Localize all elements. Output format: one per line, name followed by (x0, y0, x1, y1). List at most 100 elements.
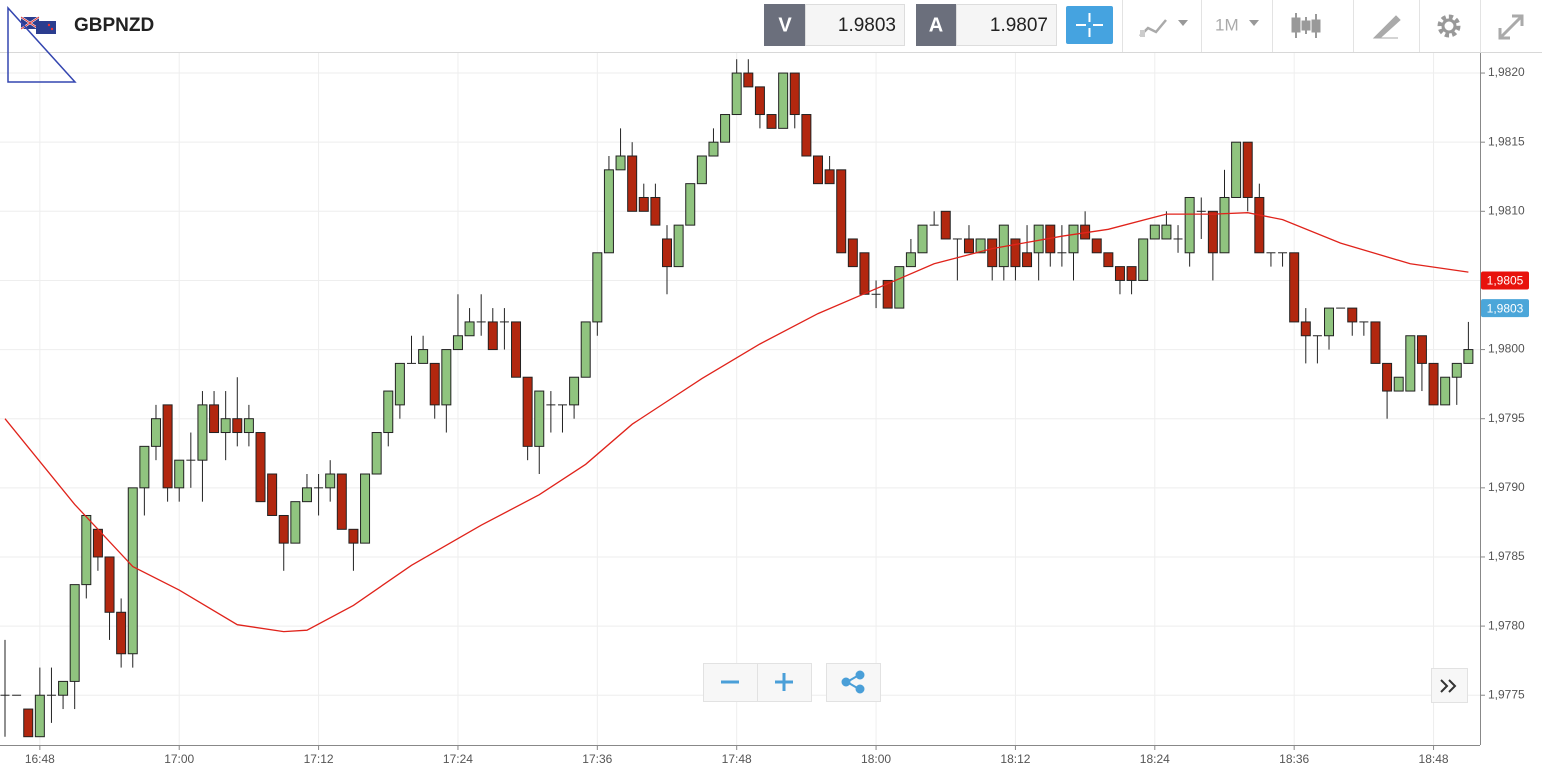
drawing-triangle[interactable] (7, 6, 77, 83)
candle-body (232, 418, 243, 434)
candle-body (1149, 224, 1160, 240)
bid-price: 1.9803 (838, 15, 896, 36)
candle-body (197, 404, 208, 461)
candle-body (522, 376, 533, 447)
candle-body (685, 183, 696, 226)
candle-body (1440, 376, 1451, 406)
expand-icon[interactable] (1498, 14, 1524, 40)
candle-body (371, 432, 382, 475)
candle-body (650, 196, 661, 226)
candle-body (987, 238, 998, 268)
candle-body (940, 210, 951, 240)
ask-badge[interactable] (916, 4, 956, 46)
candle-body (23, 708, 34, 738)
candle-body (150, 418, 161, 447)
candle-body (1138, 238, 1149, 281)
x-tick-label: 17:48 (722, 752, 752, 766)
candle-body (1289, 252, 1300, 323)
candle-body (34, 694, 45, 738)
candle-body (511, 321, 522, 378)
x-tick-label: 18:48 (1419, 752, 1449, 766)
candle-body (975, 238, 986, 254)
price-label: 1,9803 (1487, 301, 1524, 315)
candle-body (1114, 266, 1125, 281)
candle-body (592, 252, 603, 323)
candle-body (1451, 362, 1462, 378)
candles-icon[interactable] (1291, 13, 1321, 38)
timeframe[interactable]: 1M (1215, 15, 1239, 34)
flag-star (50, 27, 54, 31)
candle-body (615, 155, 626, 171)
candle-body (638, 196, 649, 212)
candle-body (58, 680, 69, 696)
candle-body (348, 528, 359, 544)
candle-body (69, 584, 80, 682)
candle-body (1300, 321, 1311, 337)
candle-body (301, 487, 312, 503)
candle-body (464, 321, 475, 337)
candle-body (174, 459, 185, 489)
share-button[interactable] (826, 663, 881, 702)
candle-body (905, 252, 916, 268)
ask-box[interactable] (956, 4, 1057, 46)
crosshair-button[interactable] (1066, 6, 1113, 44)
icon-body (1311, 19, 1321, 33)
chevron-icon (1440, 679, 1457, 693)
candle-body (162, 404, 173, 489)
dropdown-arrow[interactable] (1249, 20, 1259, 26)
y-tick-label: 1,9815 (1488, 134, 1525, 148)
plus-icon (775, 673, 793, 691)
share-dot (855, 684, 865, 694)
candle-body (441, 349, 452, 406)
scroll-end-button[interactable] (1431, 668, 1468, 703)
candle-body (429, 362, 440, 406)
x-tick-label: 16:48 (25, 752, 55, 766)
x-tick-label: 18:36 (1279, 752, 1309, 766)
price-label-box (1481, 299, 1529, 318)
candle-body (731, 72, 742, 116)
candle-body (1370, 321, 1381, 364)
candle-body (720, 114, 731, 143)
candle-body (1463, 349, 1474, 364)
price-label-box (1481, 271, 1529, 290)
candle-body (882, 279, 893, 309)
price-label: 1,9805 (1487, 274, 1524, 288)
candle-body (1161, 224, 1172, 240)
candle-body (603, 169, 614, 254)
candle-body (1405, 335, 1416, 392)
candle-body (1033, 224, 1044, 254)
candle-body (487, 321, 498, 351)
candle-body (452, 335, 463, 351)
settings-icon[interactable] (1437, 14, 1461, 38)
candle-body (662, 238, 673, 268)
bid-badge[interactable] (764, 4, 805, 46)
candle-body (847, 238, 858, 268)
chart-type-icon (1140, 30, 1145, 37)
candle-body (696, 155, 707, 185)
toolbar: GBPNZD V 1.9803 A 1.9807 1M (0, 0, 1542, 53)
y-tick-label: 1,9800 (1488, 342, 1525, 356)
candle-body (243, 418, 254, 434)
dropdown-arrow[interactable] (1178, 20, 1188, 26)
candle-body (1126, 266, 1137, 281)
candle-body (267, 473, 278, 516)
y-tick-label: 1,9790 (1488, 480, 1525, 494)
candle-body (116, 611, 127, 655)
candle-body (383, 390, 394, 434)
bid-box[interactable] (805, 4, 905, 46)
bid-label: V (778, 14, 792, 36)
candle-body (1393, 376, 1404, 392)
crosshair-icon (1076, 13, 1103, 37)
candle-body (766, 114, 777, 129)
candle-body (1103, 252, 1114, 268)
drawing-icon[interactable] (1372, 15, 1401, 39)
candle-body (104, 556, 115, 613)
candle-body (1428, 362, 1439, 406)
candle-body (708, 141, 719, 157)
x-tick-label: 17:36 (582, 752, 612, 766)
candle-body (859, 252, 870, 295)
candle-body (290, 501, 301, 544)
settings-icon (1441, 18, 1457, 34)
candle-body (1382, 362, 1393, 392)
